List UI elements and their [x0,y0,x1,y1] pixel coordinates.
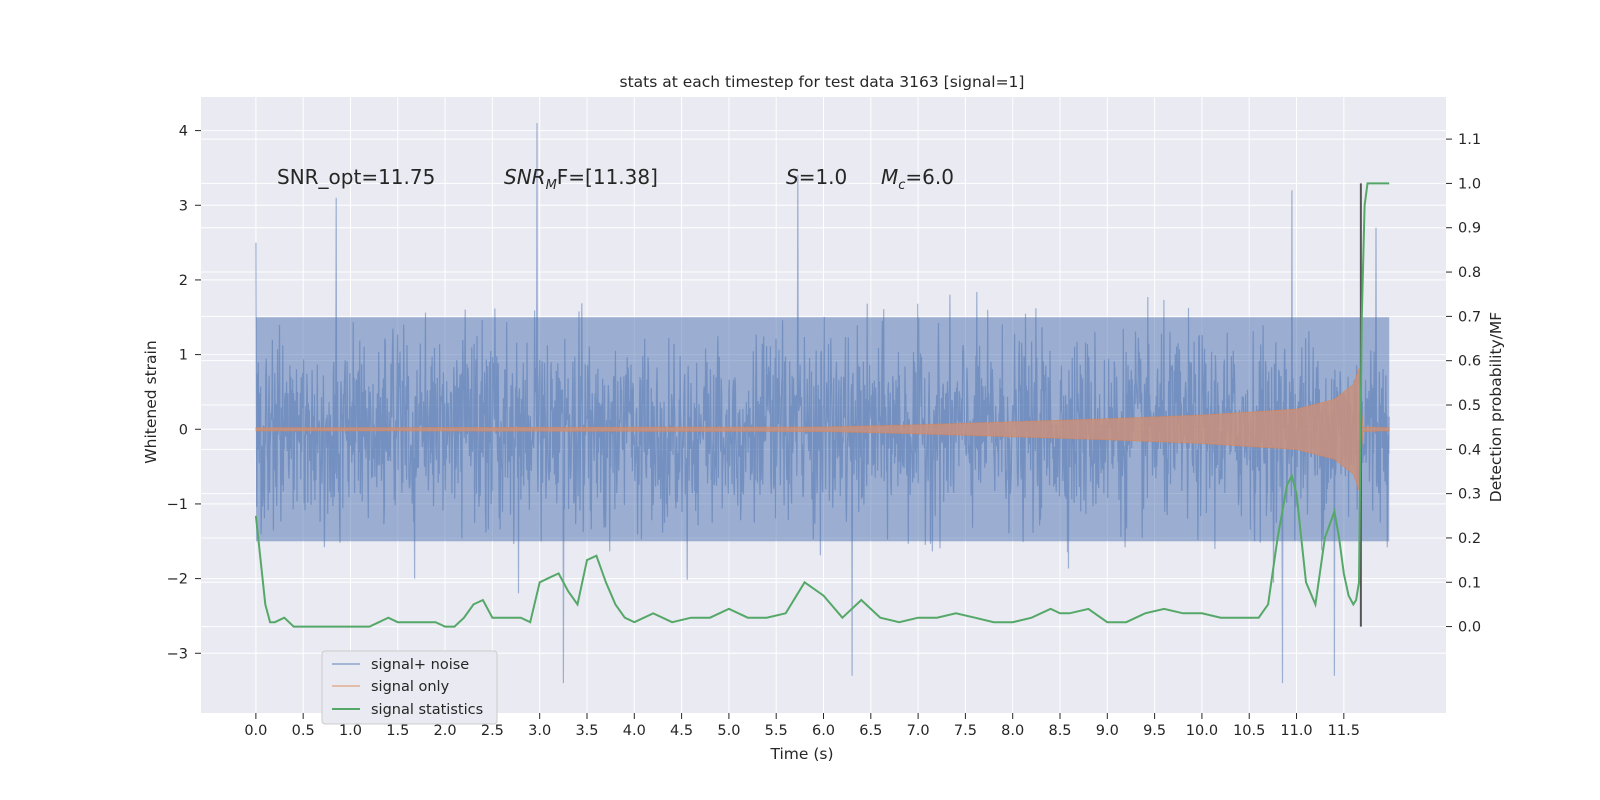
x-tick-label: 9.0 [1096,723,1119,739]
s-annotation: S=1.0 [786,165,847,189]
x-tick-label: 5.0 [717,723,740,739]
x-tick-label: 2.5 [481,723,504,739]
y-tick-label: −2 [167,572,188,588]
x-tick-label: 9.5 [1143,723,1166,739]
x-tick-label: 4.0 [623,723,646,739]
legend: signal+ noise signal only signal statist… [321,650,498,725]
legend-label-signal-noise: signal+ noise [371,657,469,673]
x-tick-label: 8.5 [1048,723,1071,739]
y2-tick-label: 1.0 [1458,176,1481,192]
y2-axis-label: Detection probability/MF [1487,312,1505,503]
y-tick-label: 2 [179,273,188,289]
x-tick-label: 3.5 [575,723,598,739]
s-label: S [786,165,799,189]
x-tick-label: 6.5 [859,723,882,739]
x-tick-label: 10.5 [1233,723,1265,739]
x-tick-label: 1.0 [339,723,362,739]
x-tick-label: 6.0 [812,723,835,739]
x-axis-label: Time (s) [769,745,833,763]
y2-tick-label: 0.8 [1458,265,1481,281]
y-tick-label: 3 [179,198,188,214]
series-signal-noise [255,123,1390,684]
legend-frame [321,650,498,725]
x-tick-label: 1.5 [386,723,409,739]
snr-mf-label: SNR [504,165,546,189]
x-tick-label: 8.0 [1001,723,1024,739]
y-tick-label: 4 [179,124,188,140]
series-signal-statistics [254,182,1390,628]
y2-tick-label: 0.5 [1458,398,1481,414]
y2-tick-label: 0.4 [1458,442,1481,458]
x-tick-label: 10.0 [1186,723,1218,739]
y2-tick-label: 0.6 [1458,354,1481,370]
series-signal-only [255,368,1390,491]
mc-label: M [881,165,898,189]
y2-tick-label: 0.1 [1458,575,1481,591]
y-tick-label: −1 [167,497,188,513]
y-axis-label: Whitened strain [142,340,160,463]
y2-tick-label: 0.9 [1458,221,1481,237]
x-tick-label: 7.0 [907,723,930,739]
x-tick-label: 7.5 [954,723,977,739]
snr-mf-value: F=[11.38] [557,165,658,189]
x-tick-label: 2.0 [434,723,457,739]
y-tick-label: 0 [179,422,188,438]
s-value: =1.0 [799,165,848,189]
snr-mf-annotation: SNRMF=[11.38] [504,165,658,193]
x-tick-label: 0.5 [292,723,315,739]
axes: 0.0 0.5 1.0 1.5 2.0 2.5 3.0 3.5 4.0 4.5 5.0 5.5 6.0 6… [167,124,1481,739]
snr-mf-subscript: M [546,178,557,193]
snr-opt-annotation: SNR_opt=11.75 [277,165,435,189]
chart-title: stats at each timestep for test data 316… [620,73,1025,91]
x-tick-label: 11.0 [1280,723,1312,739]
y2-tick-label: 0.3 [1458,487,1481,503]
y2-tick-label: 0.2 [1458,531,1481,547]
y2-tick-label: 1.1 [1458,132,1481,148]
x-tick-label: 11.5 [1328,723,1360,739]
x-tick-label: 4.5 [670,723,693,739]
mc-value: =6.0 [905,165,954,189]
x-tick-label: 3.0 [528,723,551,739]
y2-tick-label: 0.0 [1458,620,1481,636]
y-tick-label: −3 [167,646,188,662]
legend-label-signal-statistics: signal statistics [371,702,483,718]
x-tick-label: 5.5 [765,723,788,739]
mc-subscript: c [898,178,905,193]
y2-tick-label: 0.7 [1458,309,1481,325]
y-tick-label: 1 [179,348,188,364]
plot-content [254,123,1390,684]
mc-annotation: Mc=6.0 [881,165,954,193]
x-tick-label: 0.0 [244,723,267,739]
legend-label-signal-only: signal only [371,679,450,695]
